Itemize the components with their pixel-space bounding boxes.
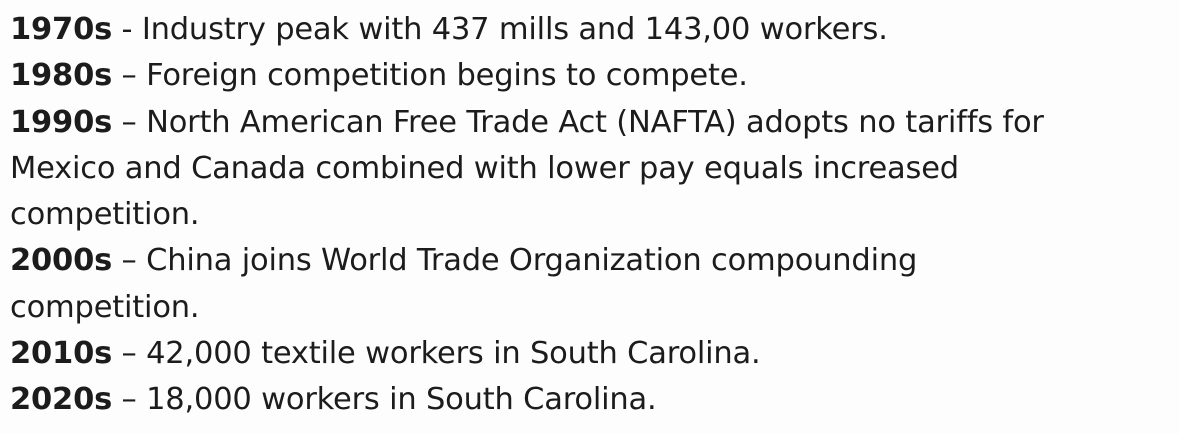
timeline: 1970s - Industry peak with 437 mills and… [10,7,1179,423]
timeline-line: 1980s – Foreign competition begins to co… [10,53,1179,99]
timeline-line: 2010s – 42,000 textile workers in South … [10,331,1179,377]
timeline-line: competition. [10,192,1179,238]
decade: 1990s [10,104,113,140]
event-text: competition. [10,289,200,325]
event-text: Mexico and Canada combined with lower pa… [10,150,959,186]
decade: 1970s [10,12,113,47]
decade: 2010s [10,336,113,372]
decade: 2020s [10,382,113,418]
timeline-line: 2020s – 18,000 workers in South Carolina… [10,377,1179,423]
event-text: – 42,000 textile workers in South Caroli… [121,336,761,372]
timeline-line: 2000s – China joins World Trade Organiza… [10,238,1179,284]
decade: 1980s [10,58,113,94]
timeline-line: 1970s - Industry peak with 437 mills and… [10,7,1179,53]
event-text: – China joins World Trade Organization c… [121,243,918,279]
timeline-line: Mexico and Canada combined with lower pa… [10,146,1179,192]
event-text: – Foreign competition begins to compete. [121,58,748,94]
event-text: – 18,000 workers in South Carolina. [121,382,657,418]
event-text: - Industry peak with 437 mills and 143,0… [121,12,888,47]
event-text: competition. [10,197,200,233]
timeline-line: 1990s – North American Free Trade Act (N… [10,100,1179,146]
event-text: – North American Free Trade Act (NAFTA) … [121,104,1044,140]
decade: 2000s [10,243,113,279]
timeline-line: competition. [10,285,1179,331]
